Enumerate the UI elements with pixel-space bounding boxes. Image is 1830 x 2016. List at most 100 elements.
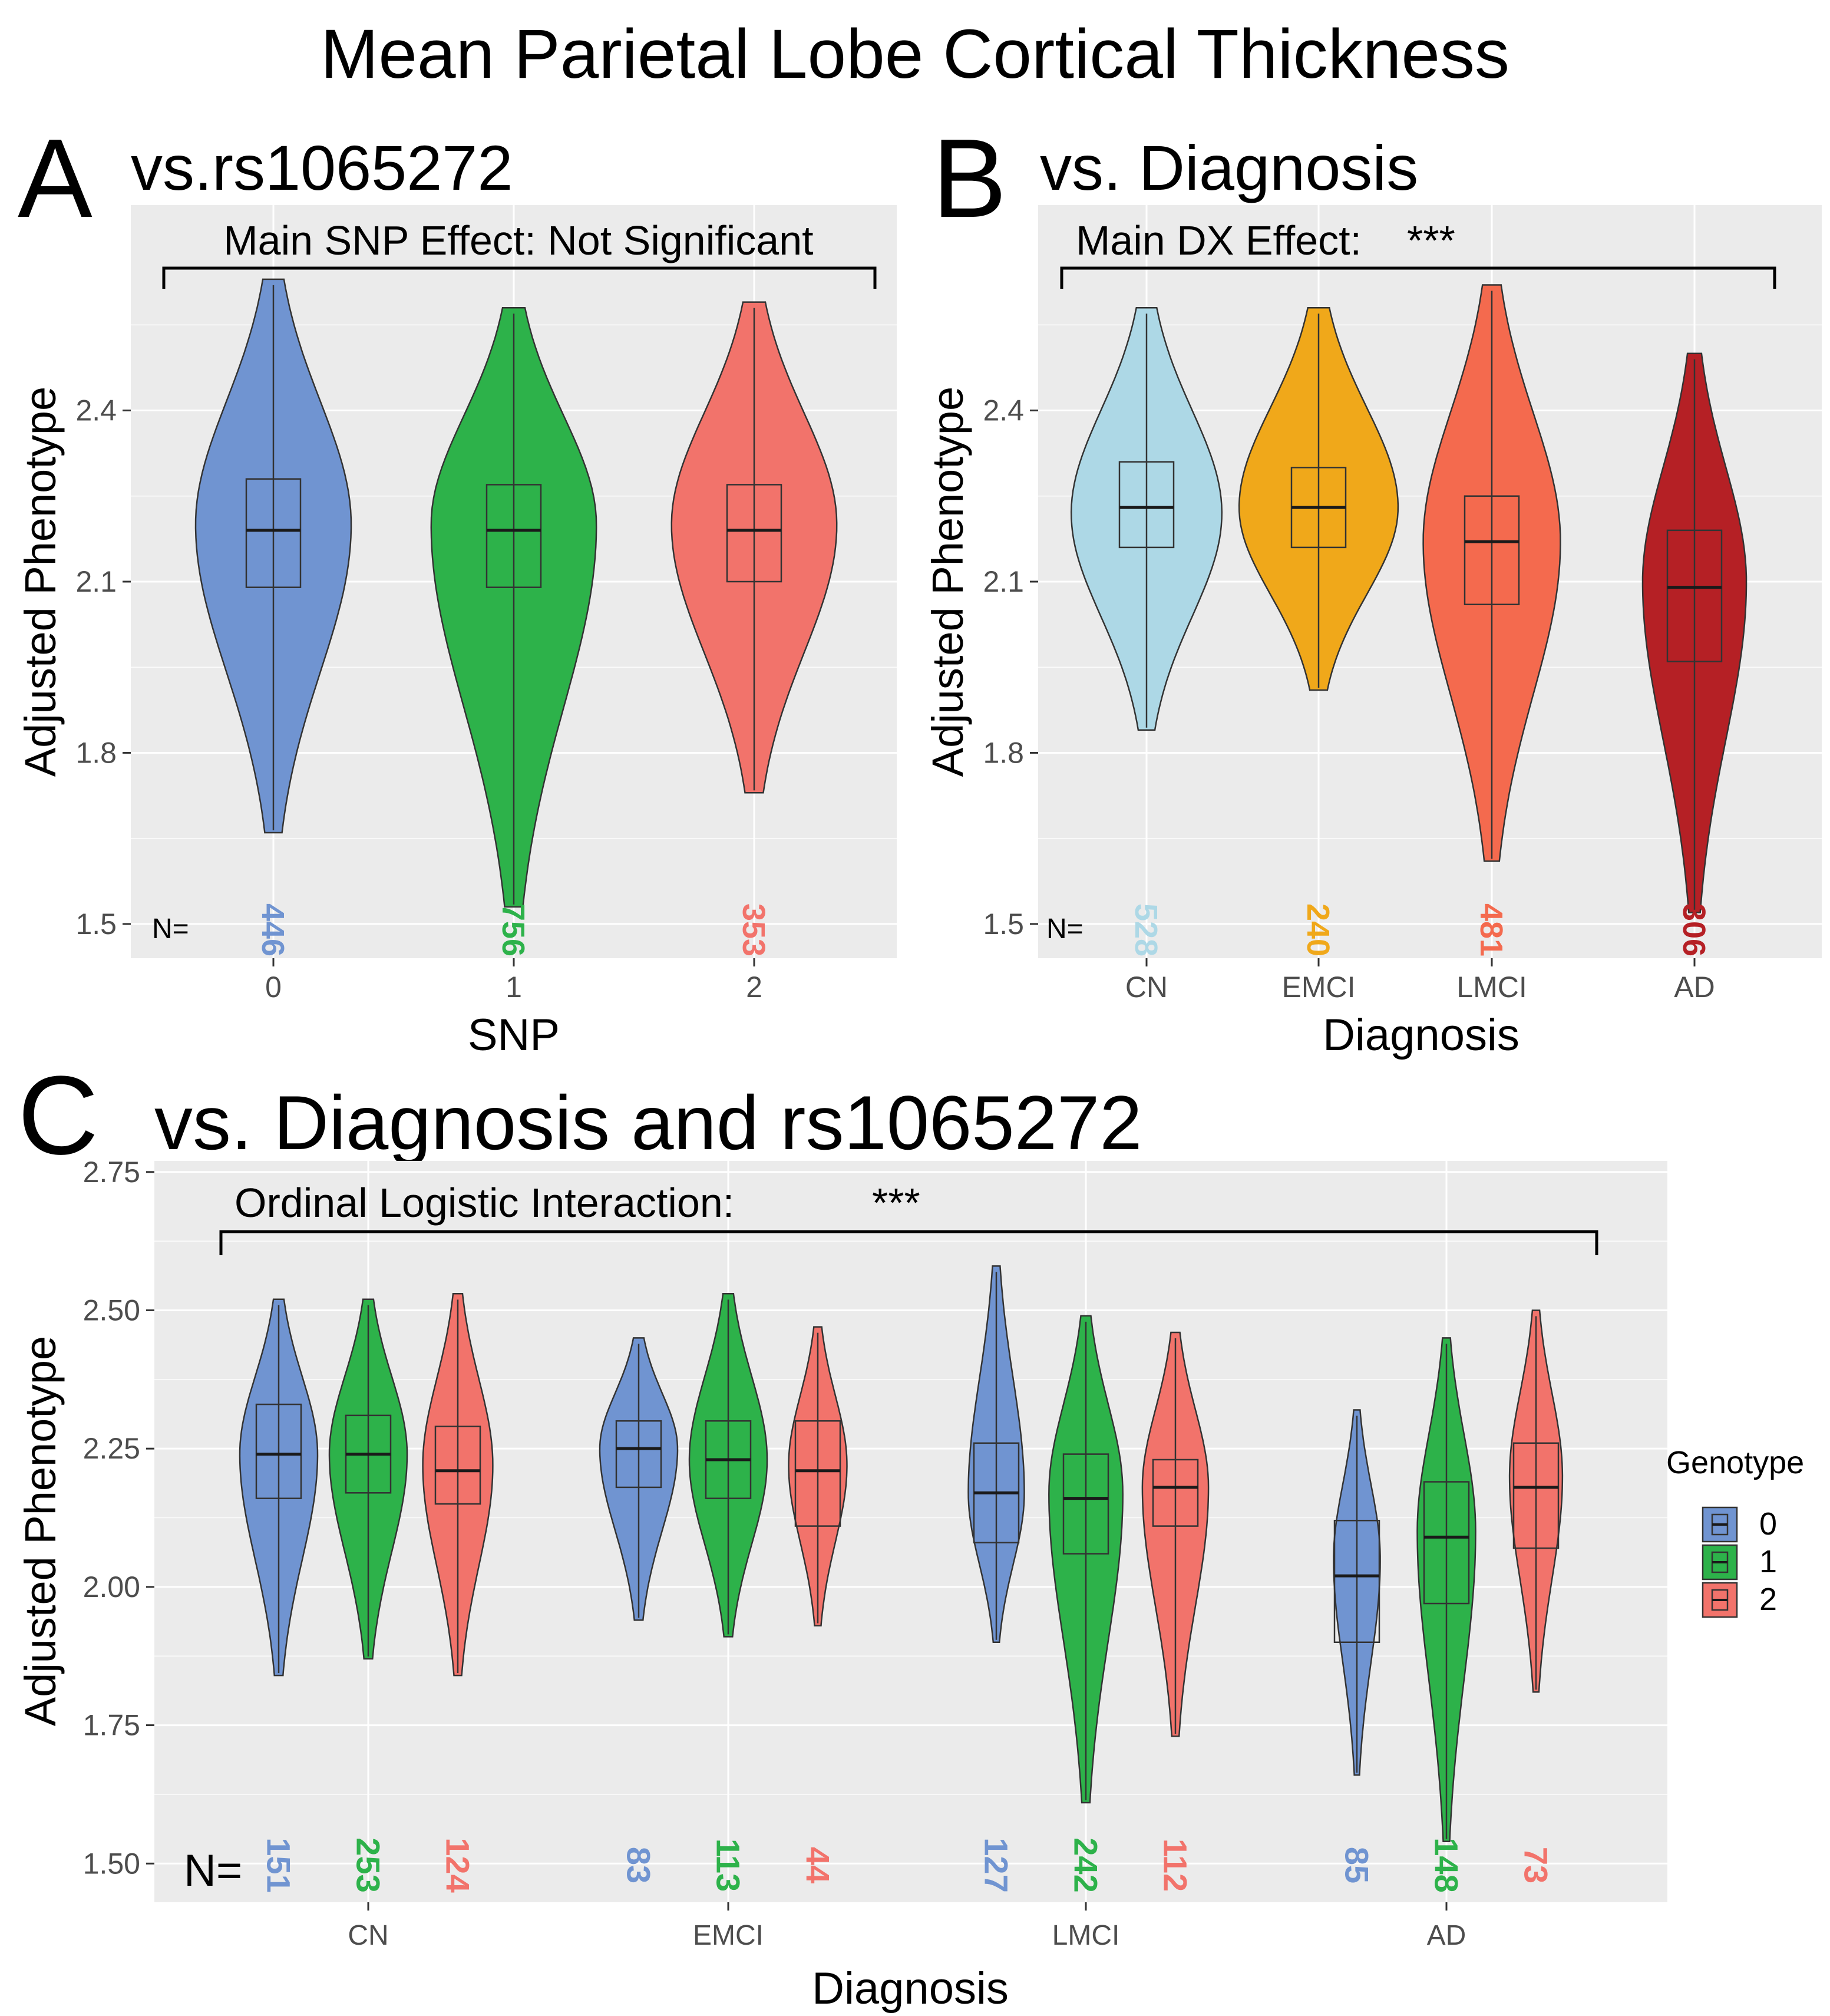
y-tick-label: 1.5 [75,908,117,941]
violin-LMCI-genotype-1 [1048,1315,1124,1804]
y-tick-label: 1.8 [983,736,1024,769]
violin-EMCI-genotype-0 [599,1337,679,1621]
box [1666,529,1723,662]
panel-c-title: vs. Diagnosis and rs1065272 [154,1080,1142,1166]
violin-AD-genotype-0 [1333,1409,1381,1776]
x-tick-label: AD [1674,971,1715,1004]
n-label: 528 [1128,903,1164,956]
x-tick-label: LMCI [1052,1920,1120,1951]
genotype-legend: Genotype 012 [1666,1445,1804,1618]
box [726,484,782,583]
panel-letter-b: B [932,116,1007,241]
n-label: 242 [1067,1837,1104,1892]
box [255,1403,302,1499]
x-tick-label: 1 [506,971,522,1004]
n-label: 240 [1300,903,1336,956]
n-label: 148 [1428,1837,1465,1892]
x-tick-label: CN [348,1920,388,1951]
violin-CN-genotype-2 [422,1293,494,1677]
panel-c-plot-background [154,1161,1667,1902]
legend-label: 2 [1759,1582,1777,1617]
violin-EMCI-genotype-1 [688,1293,768,1638]
box [794,1420,841,1527]
violin-CN [1070,307,1223,731]
violin-CN-genotype-1 [328,1298,408,1660]
n-label: 112 [1157,1839,1194,1892]
n-label: 481 [1474,903,1509,956]
y-tick-label: 2.00 [83,1570,140,1603]
panel-letter-a: A [18,116,93,241]
panel-c-n-prefix: N= [184,1846,242,1896]
x-tick-label: EMCI [1282,971,1356,1004]
box [1464,495,1520,605]
y-tick-label: 2.1 [75,565,117,598]
box [1333,1519,1380,1644]
panel-a: A vs.rs1065272 1.5 1.8 2.1 2.4 Main SNP Eff… [16,116,897,1060]
box [434,1426,481,1505]
y-tick-label: 2.50 [83,1294,140,1327]
panel-c-x-title: Diagnosis [812,1964,1009,2014]
panel-c-significance-bracket [219,1230,1598,1255]
box [1152,1459,1199,1527]
panel-a-x-title: SNP [468,1010,560,1060]
legend-item-genotype-1: 1 [1702,1544,1777,1581]
box [245,478,302,588]
violin-AD [1641,352,1748,913]
panel-c-annotation-significance: *** [872,1180,920,1226]
y-tick-label: 2.25 [83,1432,140,1465]
violin-2 [670,301,838,794]
n-label: 756 [496,903,531,956]
panel-c-annotation-label: Ordinal Logistic Interaction: [234,1180,734,1226]
y-tick-label: 1.75 [83,1709,140,1742]
y-tick-label: 2.4 [983,394,1024,427]
x-tick-label: CN [1125,971,1168,1004]
panel-b-y-title: Adjusted Phenotype [923,387,972,777]
legend-item-genotype-2: 2 [1702,1582,1777,1618]
panel-b-annotation-significance: *** [1407,217,1455,263]
n-label: 151 [260,1837,297,1892]
legend-label: 1 [1759,1544,1777,1579]
n-label: 353 [736,903,771,956]
x-tick-label: 2 [746,971,762,1004]
box [1062,1453,1109,1555]
box [1512,1442,1560,1549]
legend-item-genotype-0: 0 [1702,1506,1777,1543]
panel-b-n-prefix: N= [1046,913,1084,945]
x-tick-label: LMCI [1456,971,1527,1004]
panel-c: C vs. Diagnosis and rs1065272 1.50 1.75 2.… [16,1053,1804,2014]
violin-EMCI-genotype-2 [788,1326,848,1626]
n-label: 113 [709,1839,746,1892]
x-tick-label: 0 [265,971,282,1004]
y-tick-label: 2.4 [75,394,117,427]
box [1118,461,1175,549]
panel-b-title: vs. Diagnosis [1040,132,1418,203]
panel-a-y-title: Adjusted Phenotype [16,387,65,777]
violin-LMCI-genotype-0 [967,1265,1025,1644]
x-tick-label: EMCI [693,1920,764,1951]
x-tick-label: AD [1427,1920,1466,1951]
panel-a-n-prefix: N= [152,913,189,945]
violin-AD-genotype-2 [1508,1309,1564,1693]
panel-a-annotation: Main SNP Effect: Not Significant [223,217,813,263]
violin-LMCI-genotype-2 [1141,1331,1210,1737]
box [615,1420,662,1489]
figure-title: Mean Parietal Lobe Cortical Thickness [321,15,1509,93]
y-tick-label: 2.75 [83,1156,140,1189]
n-label: 44 [799,1847,836,1883]
y-tick-label: 1.8 [75,736,117,769]
box [1423,1481,1470,1605]
n-label: 83 [620,1847,657,1883]
legend-label: 0 [1759,1506,1777,1542]
n-label: 85 [1338,1847,1375,1883]
legend-title: Genotype [1666,1445,1804,1480]
violin-AD-genotype-1 [1416,1337,1476,1842]
panel-b-x-title: Diagnosis [1323,1010,1520,1060]
panel-a-title: vs.rs1065272 [131,132,513,203]
violin-CN-genotype-0 [239,1298,319,1677]
box [485,484,542,588]
n-label: 446 [255,903,290,956]
y-tick-label: 2.1 [983,565,1024,598]
panel-c-y-title: Adjusted Phenotype [16,1336,65,1726]
violin-EMCI [1238,307,1399,691]
